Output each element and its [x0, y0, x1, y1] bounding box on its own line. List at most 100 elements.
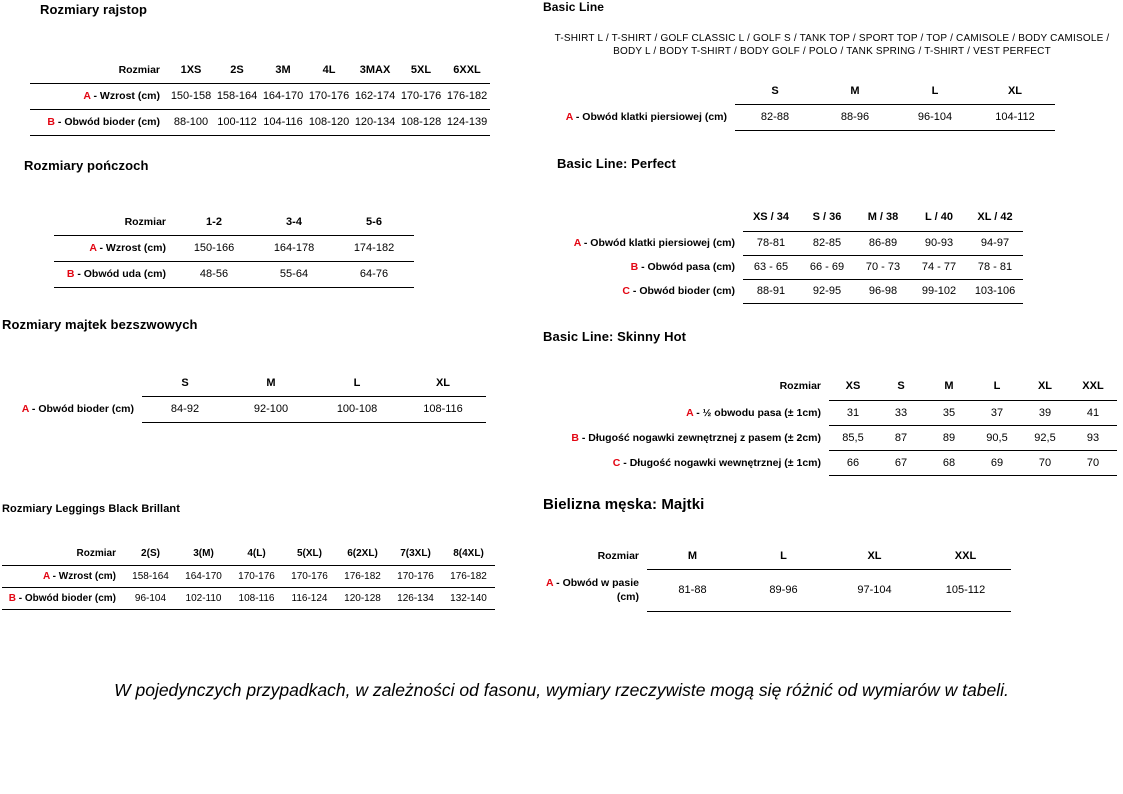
- value-cell: 174-182: [334, 235, 414, 262]
- row-letter: B: [47, 116, 55, 128]
- value-cell: 120-128: [336, 587, 389, 610]
- measurement-row: B - Obwód uda (cm) 48-56 55-64 64-76: [54, 261, 414, 288]
- size-column-header: 1-2: [174, 209, 254, 236]
- value-cell: 164-170: [177, 565, 230, 588]
- value-cell: 150-166: [174, 235, 254, 262]
- row-label: B - Obwód uda (cm): [54, 261, 174, 288]
- size-table: Rozmiar 2(S) 3(M) 4(L) 5(XL) 6(2XL) 7(3XL) 8(4X…: [2, 543, 495, 610]
- size-table: Rozmiar 1-2 3-4 5-6 A - Wzrost (cm) 150-166 16…: [54, 209, 414, 288]
- size-column-header: 5(XL): [283, 543, 336, 566]
- value-cell: 104-112: [975, 104, 1055, 131]
- size-column-header: 2(S): [124, 543, 177, 566]
- value-cell: 74 - 77: [911, 255, 967, 280]
- value-cell: 87: [877, 425, 925, 451]
- value-cell: 176-182: [442, 565, 495, 588]
- value-cell: 64-76: [334, 261, 414, 288]
- value-cell: 63 - 65: [743, 255, 799, 280]
- product-list-subtitle: T-SHIRT L / T-SHIRT / GOLF CLASSIC L / G…: [554, 33, 1110, 57]
- value-cell: 102-110: [177, 587, 230, 610]
- row-label: A - Obwód klatki piersiowej (cm): [573, 237, 735, 249]
- row-letter: A: [573, 237, 581, 249]
- value-cell: 96-104: [124, 587, 177, 610]
- value-cell: 66: [829, 450, 877, 476]
- size-table: S M L XL A - Obwód bioder (cm) 84-92 92-100 100…: [2, 370, 486, 423]
- value-cell: 120-134: [352, 109, 398, 136]
- size-column-header: M: [925, 372, 973, 401]
- section-title: Rozmiary Leggings Black Brillant: [2, 503, 181, 515]
- value-cell: 100-108: [314, 396, 400, 423]
- value-cell: 85,5: [829, 425, 877, 451]
- size-column-header: XL: [1021, 372, 1069, 401]
- value-cell: 126-134: [389, 587, 442, 610]
- value-cell: 86-89: [855, 231, 911, 256]
- measurement-row: B - Obwód pasa (cm) 63 - 65 66 - 69 70 - 73…: [543, 255, 1023, 280]
- row-label: A - ½ obwodu pasa (± 1cm): [686, 406, 821, 419]
- size-column-header: 8(4XL): [442, 543, 495, 566]
- size-column-header: S: [735, 78, 815, 105]
- value-cell: 170-176: [230, 565, 283, 588]
- value-cell: 84-92: [142, 396, 228, 423]
- size-column-header: L: [895, 78, 975, 105]
- value-cell: 108-116: [230, 587, 283, 610]
- row-label: A - Wzrost (cm): [54, 235, 174, 262]
- section-title: Rozmiary majtek bezszwowych: [2, 317, 198, 332]
- value-cell: 158-164: [214, 83, 260, 110]
- row-letter: A: [546, 576, 554, 589]
- row-letter: B: [66, 268, 75, 280]
- header-row: XS / 34 S / 36 M / 38 L / 40 XL / 42: [543, 203, 1023, 232]
- header-row: Rozmiar M L XL XXL: [543, 543, 1011, 570]
- size-table: Rozmiar XS S M L XL XXL A - ½ obwodu pasa (± 1c…: [543, 372, 1117, 476]
- value-cell: 176-182: [336, 565, 389, 588]
- header-row: S M L XL: [543, 78, 1055, 105]
- value-cell: 164-170: [260, 83, 306, 110]
- value-cell: 92-95: [799, 279, 855, 304]
- value-cell: 31: [829, 400, 877, 426]
- size-column-header: M / 38: [855, 203, 911, 232]
- value-cell: 68: [925, 450, 973, 476]
- value-cell: 35: [925, 400, 973, 426]
- size-table: XS / 34 S / 36 M / 38 L / 40 XL / 42 A - Obwó…: [543, 203, 1023, 304]
- value-cell: 82-88: [735, 104, 815, 131]
- section-title: Basic Line: [543, 0, 605, 14]
- measurement-row: C - Długość nogawki wewnętrznej (± 1cm) 6…: [543, 450, 1117, 476]
- value-cell: 33: [877, 400, 925, 426]
- size-column-header: M: [228, 370, 314, 397]
- value-cell: 89: [925, 425, 973, 451]
- value-cell: 116-124: [283, 587, 336, 610]
- value-cell: 124-139: [444, 109, 490, 136]
- measurement-row: B - Długość nogawki zewnętrznej z pasem …: [543, 425, 1117, 451]
- corner-label: Rozmiar: [2, 543, 124, 566]
- row-letter: B: [571, 431, 579, 444]
- value-cell: 90-93: [911, 231, 967, 256]
- size-column-header: XL: [400, 370, 486, 397]
- value-cell: 170-176: [389, 565, 442, 588]
- size-column-header: 4L: [306, 57, 352, 84]
- size-column-header: XXL: [1069, 372, 1117, 401]
- value-cell: 78-81: [743, 231, 799, 256]
- value-cell: 39: [1021, 400, 1069, 426]
- value-cell: 48-56: [174, 261, 254, 288]
- value-cell: 92-100: [228, 396, 314, 423]
- section-title: Basic Line: Perfect: [557, 156, 676, 171]
- value-cell: 170-176: [398, 83, 444, 110]
- size-column-header: XS: [829, 372, 877, 401]
- value-cell: 96-104: [895, 104, 975, 131]
- value-cell: 37: [973, 400, 1021, 426]
- section-title: Rozmiary rajstop: [40, 2, 148, 17]
- value-cell: 104-116: [260, 109, 306, 136]
- size-column-header: S: [142, 370, 228, 397]
- value-cell: 150-158: [168, 83, 214, 110]
- section-rozmiary-ponczoch: Rozmiary pończoch Rozmiar 1-2 3-4 5-6 A - Wz…: [24, 158, 414, 288]
- section-rozmiary-majtek-bezszwowych: Rozmiary majtek bezszwowych S M L XL A - Obw…: [2, 317, 486, 423]
- size-column-header: 6(2XL): [336, 543, 389, 566]
- corner-label: [543, 78, 735, 104]
- section-title: Bielizna męska: Majtki: [543, 496, 705, 513]
- measurement-row: B - Obwód bioder (cm) 96-104 102-110 108-11…: [2, 587, 495, 610]
- row-label: B - Długość nogawki zewnętrznej z pasem …: [571, 431, 821, 444]
- size-table: Rozmiar 1XS 2S 3M 4L 3MAX 5XL 6XXL A - Wzrost (c…: [30, 57, 490, 136]
- header-row: Rozmiar 1XS 2S 3M 4L 3MAX 5XL 6XXL: [30, 57, 490, 84]
- corner-label: Rozmiar: [597, 549, 639, 562]
- measurement-row: A - Wzrost (cm) 158-164 164-170 170-176 170-…: [2, 565, 495, 588]
- value-cell: 108-120: [306, 109, 352, 136]
- corner-label: Rozmiar: [30, 57, 168, 84]
